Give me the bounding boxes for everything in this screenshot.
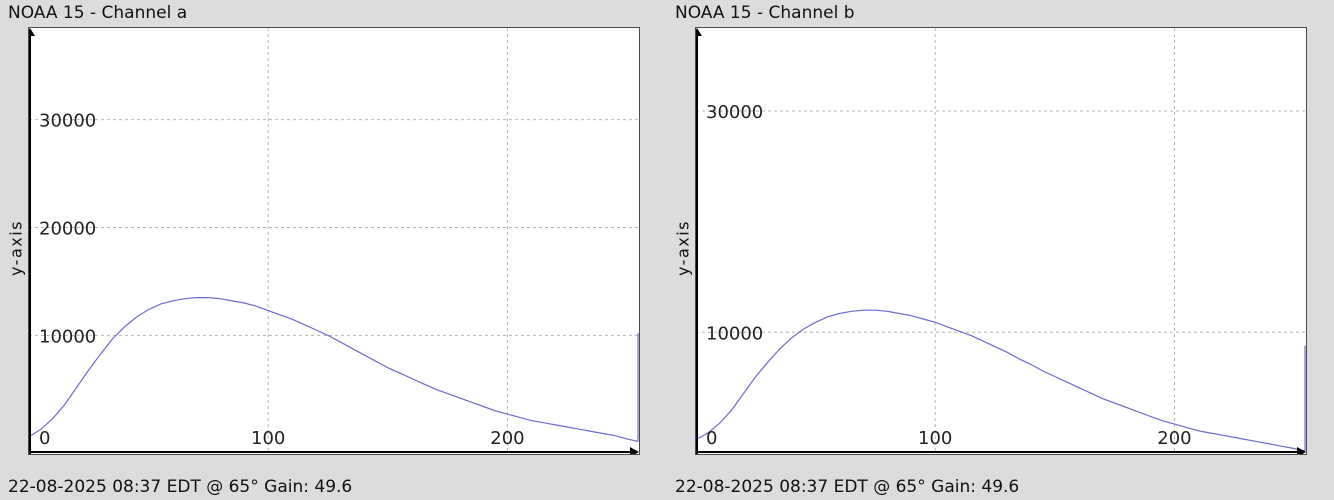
x-tick-label: 200 bbox=[1157, 428, 1191, 449]
series-line bbox=[695, 309, 1306, 452]
plot-area: 0 10000 20000 30000 100 200 bbox=[25, 27, 640, 457]
chart-panel-channel-a: NOAA 15 - Channel a 0 10000 20000 30000 100 2… bbox=[6, 3, 640, 497]
chart-panel-channel-b: NOAA 15 - Channel b 0 10000 30000 100 200 y-… bbox=[667, 0, 1334, 500]
chart-title: NOAA 15 - Channel a bbox=[8, 3, 188, 23]
y-tick-label: 10000 bbox=[706, 323, 763, 344]
x-tick-label: 100 bbox=[251, 428, 285, 449]
capture-info: 22-08-2025 08:37 EDT @ 65° Gain: 49.6 bbox=[8, 477, 353, 497]
y-tick-label: 0 bbox=[39, 428, 50, 449]
x-tick-label: 200 bbox=[490, 428, 524, 449]
y-tick-label: 10000 bbox=[39, 326, 96, 347]
x-axis-arrow bbox=[630, 447, 639, 457]
line-chart: 0 10000 30000 100 200 bbox=[692, 28, 1306, 457]
y-axis-arrow bbox=[692, 28, 702, 36]
y-tick-label: 30000 bbox=[706, 102, 763, 123]
y-axis-label: y-axis bbox=[673, 219, 693, 277]
line-chart: 0 10000 20000 30000 100 200 bbox=[25, 28, 639, 457]
y-tick-label: 30000 bbox=[39, 111, 96, 132]
capture-info: 22-08-2025 08:37 EDT @ 65° Gain: 49.6 bbox=[675, 477, 1020, 497]
y-tick-label: 20000 bbox=[39, 219, 96, 240]
y-axis-label: y-axis bbox=[6, 219, 26, 277]
y-axis-arrow bbox=[25, 28, 35, 36]
chart-title: NOAA 15 - Channel b bbox=[675, 3, 855, 23]
y-tick-label: 0 bbox=[706, 428, 717, 449]
plot-area: 0 10000 30000 100 200 bbox=[692, 27, 1307, 457]
x-tick-label: 100 bbox=[918, 428, 952, 449]
series-line bbox=[28, 297, 639, 442]
